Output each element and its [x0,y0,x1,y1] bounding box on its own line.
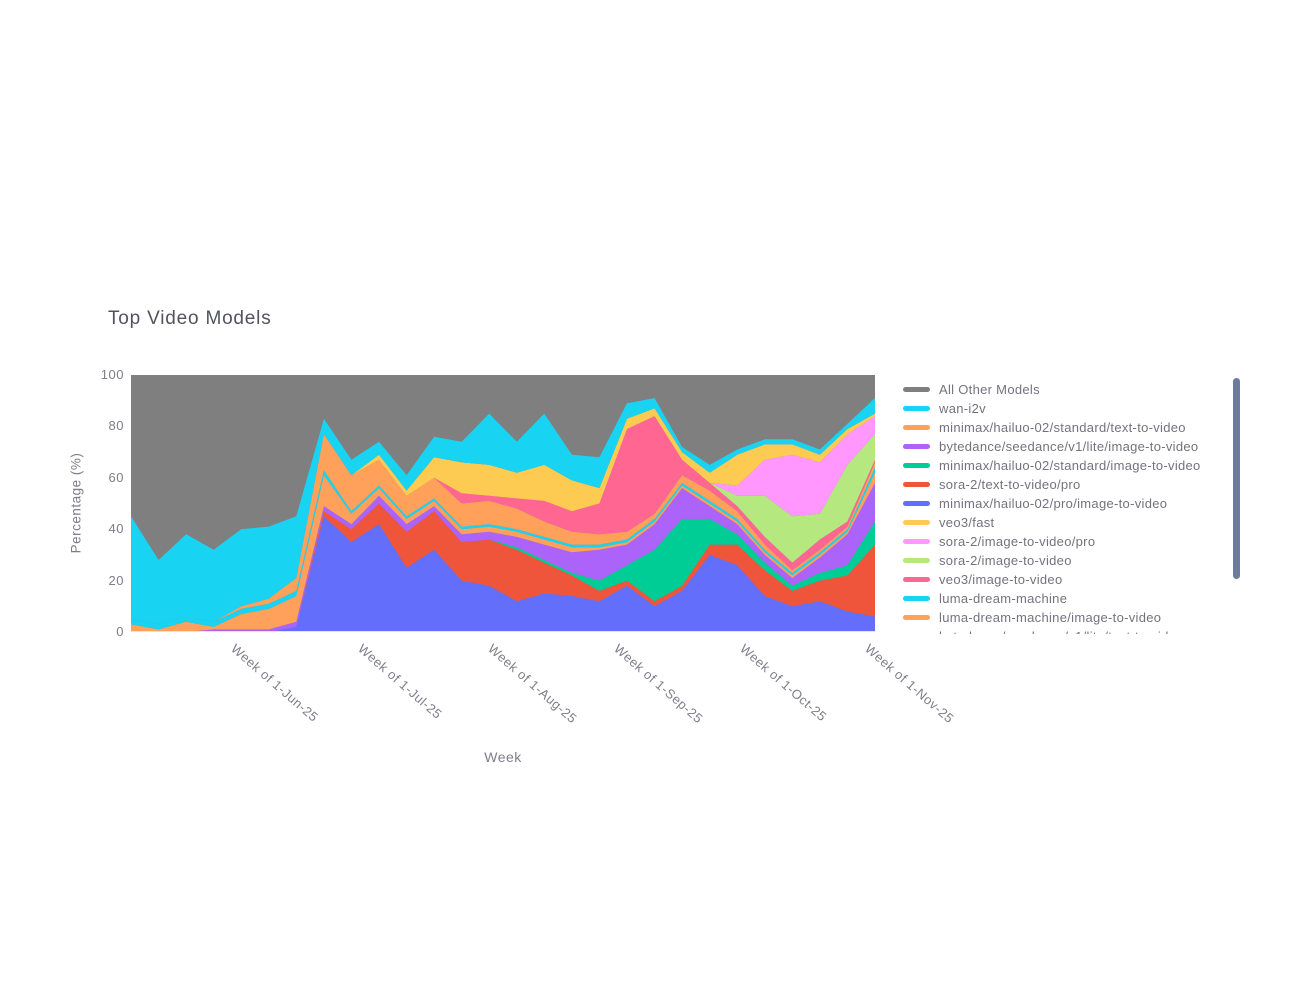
legend-item-label: minimax/hailuo-02/standard/text-to-video [939,420,1186,435]
legend-swatch [903,463,930,468]
chart-title: Top Video Models [108,308,272,329]
legend-item-label: bytedance/seedance/v1/lite/image-to-vide… [939,439,1199,454]
y-tick-label: 60 [108,469,124,485]
legend-item-label: luma-dream-machine/image-to-video [939,610,1162,625]
legend-swatch [903,615,930,620]
y-tick-label: 40 [108,521,124,537]
legend-item-label: bytedance/seedance/v1/lite/text-to-video [939,629,1184,634]
y-tick-label: 0 [116,624,124,639]
y-tick-label: 20 [108,572,124,588]
x-axis-title: Week [484,749,522,765]
series-area [131,434,875,625]
x-tick-label: Week of 1-Nov-25 [862,641,957,727]
series-area [131,472,875,632]
legend-item[interactable]: bytedance/seedance/v1/lite/text-to-video [903,627,1231,634]
x-tick-label: Week of 1-Sep-25 [611,641,707,727]
legend-item-label: veo3/image-to-video [939,572,1063,587]
y-tick-label: 80 [108,418,124,434]
legend-swatch [903,387,930,392]
legend-item[interactable]: sora-2/text-to-video/pro [903,475,1231,494]
legend-item-label: sora-2/text-to-video/pro [939,477,1081,492]
series-area [131,408,875,625]
legend-item-label: minimax/hailuo-02/standard/image-to-vide… [939,458,1201,473]
legend-swatch [903,501,930,506]
plot-area[interactable] [131,375,875,632]
legend-item-label: All Other Models [939,382,1040,397]
legend-item[interactable]: luma-dream-machine [903,589,1231,608]
x-tick-label: Week of 1-Jul-25 [354,641,445,722]
legend-item-label: luma-dream-machine [939,591,1068,606]
legend-item[interactable]: minimax/hailuo-02/standard/image-to-vide… [903,456,1231,475]
legend-swatch [903,482,930,487]
legend-item[interactable]: sora-2/image-to-video/pro [903,532,1231,551]
legend: All Other Models wan-i2v minimax/hailuo-02… [903,380,1231,634]
series-area [131,503,875,632]
legend-scrollbar-thumb[interactable] [1233,378,1240,579]
legend-swatch [903,577,930,582]
legend-item[interactable]: sora-2/image-to-video [903,551,1231,570]
series-area [131,416,875,625]
legend-swatch [903,444,930,449]
legend-swatch [903,558,930,563]
legend-item[interactable]: luma-dream-machine/image-to-video [903,608,1231,627]
y-tick-label: 100 [100,367,124,382]
legend-item[interactable]: bytedance/seedance/v1/lite/image-to-vide… [903,437,1231,456]
legend-item[interactable]: veo3/fast [903,513,1231,532]
legend-item-label: minimax/hailuo-02/pro/image-to-video [939,496,1168,511]
legend-item-label: sora-2/image-to-video [939,553,1072,568]
legend-item[interactable]: minimax/hailuo-02/standard/text-to-video [903,418,1231,437]
legend-item[interactable]: wan-i2v [903,399,1231,418]
legend-swatch [903,596,930,601]
x-tick-label: Week of 1-Oct-25 [737,641,830,725]
legend-item[interactable]: All Other Models [903,380,1231,399]
legend-swatch [903,520,930,525]
y-axis-title: Percentage (%) [68,452,84,554]
series-area [131,503,875,632]
legend-item-label: sora-2/image-to-video/pro [939,534,1096,549]
series-area [131,398,875,625]
legend-swatch [903,406,930,411]
x-tick-label: Week of 1-Jun-25 [228,641,322,725]
series-area [131,516,875,632]
legend-swatch [903,425,930,430]
legend-item-label: wan-i2v [939,401,986,416]
legend-item[interactable]: minimax/hailuo-02/pro/image-to-video [903,494,1231,513]
legend-swatch [903,539,930,544]
legend-item[interactable]: veo3/image-to-video [903,570,1231,589]
legend-item-label: veo3/fast [939,515,995,530]
x-tick-label: Week of 1-Aug-25 [484,641,580,727]
